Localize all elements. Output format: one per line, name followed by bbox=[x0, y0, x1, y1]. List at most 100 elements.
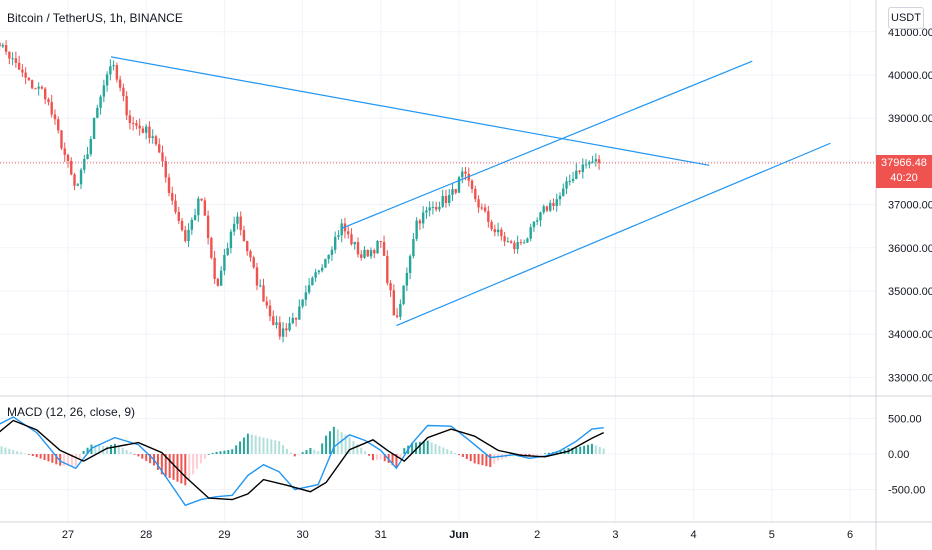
candle-body bbox=[506, 241, 510, 243]
macd-histogram-bar bbox=[317, 451, 320, 454]
macd-histogram-bar bbox=[141, 454, 144, 459]
candle-body bbox=[177, 211, 180, 221]
macd-histogram-bar bbox=[411, 443, 414, 454]
candle-body bbox=[441, 195, 444, 207]
candle-body bbox=[496, 229, 500, 233]
candle-body bbox=[86, 154, 89, 159]
trendline-channel-lower bbox=[396, 142, 831, 327]
macd-histogram-bar bbox=[461, 454, 464, 457]
candle-body bbox=[154, 136, 158, 145]
candle-body bbox=[555, 199, 558, 206]
candle-body bbox=[259, 285, 262, 287]
macd-histogram-bar bbox=[544, 453, 547, 455]
macd-histogram-bar bbox=[8, 448, 11, 454]
x-tick-label: 6 bbox=[847, 529, 853, 541]
macd-histogram-bar bbox=[145, 454, 148, 461]
macd-histogram-bar bbox=[188, 454, 191, 480]
x-tick-label: 31 bbox=[375, 529, 387, 541]
candle-body bbox=[487, 211, 490, 222]
macd-histogram-bar bbox=[489, 454, 492, 468]
candle-body bbox=[17, 62, 21, 70]
candle-body bbox=[457, 177, 461, 193]
macd-histogram-bar bbox=[156, 454, 159, 470]
candle-body bbox=[197, 198, 200, 216]
candle-body bbox=[539, 212, 542, 221]
y-tick-label: 40000.00 bbox=[888, 70, 932, 82]
candle-body bbox=[402, 285, 405, 305]
macd-line bbox=[0, 416, 604, 507]
macd-histogram-bar bbox=[289, 452, 292, 454]
y-tick-label: 33000.00 bbox=[888, 372, 932, 384]
macd-histogram-bar bbox=[129, 452, 132, 454]
candle-body bbox=[210, 238, 213, 258]
candle-body bbox=[285, 328, 288, 331]
candle-body bbox=[109, 66, 112, 75]
x-tick-label: 28 bbox=[140, 529, 152, 541]
candle-body bbox=[575, 170, 578, 179]
candle-body bbox=[350, 234, 353, 245]
macd-histogram-bar bbox=[74, 454, 77, 466]
macd-histogram-bar bbox=[547, 452, 550, 454]
candle-body bbox=[112, 65, 115, 67]
candle-body bbox=[125, 96, 128, 116]
candle-body bbox=[40, 86, 44, 89]
y-tick-label: 35000.00 bbox=[888, 286, 932, 298]
y-tick-label: 39000.00 bbox=[888, 113, 932, 125]
candle-body bbox=[180, 220, 184, 231]
macd-histogram-bar bbox=[4, 447, 7, 454]
candle-body bbox=[203, 200, 207, 216]
macd-histogram-bar bbox=[454, 452, 457, 454]
macd-histogram-bar bbox=[239, 441, 242, 454]
macd-histogram-bar bbox=[246, 433, 249, 454]
macd-histogram-bar bbox=[321, 443, 324, 454]
macd-histogram-bar bbox=[371, 454, 374, 461]
x-tick-label: 27 bbox=[62, 529, 74, 541]
macd-tick-label: 500.00 bbox=[888, 413, 922, 425]
candle-body bbox=[330, 249, 334, 255]
candles-layer bbox=[0, 40, 601, 343]
candle-body bbox=[43, 88, 47, 100]
candle-body bbox=[415, 220, 418, 239]
macd-histogram-bar bbox=[55, 454, 58, 465]
candle-body bbox=[311, 277, 314, 286]
price-tag-countdown: 40:20 bbox=[890, 172, 918, 184]
candle-body bbox=[83, 158, 86, 170]
candle-body bbox=[549, 202, 552, 211]
y-tick-label: 37000.00 bbox=[888, 200, 932, 212]
candle-body bbox=[464, 171, 467, 174]
candle-body bbox=[421, 212, 425, 224]
candle-body bbox=[79, 169, 83, 185]
candle-body bbox=[461, 171, 464, 178]
macd-histogram-bar bbox=[590, 443, 593, 454]
candle-body bbox=[14, 58, 18, 63]
macd-histogram-bar bbox=[67, 454, 69, 466]
candle-body bbox=[431, 206, 435, 208]
candle-body bbox=[480, 207, 484, 209]
candle-body bbox=[53, 114, 57, 120]
macd-histogram-bar bbox=[364, 451, 367, 454]
macd-histogram-bar bbox=[266, 438, 269, 454]
macd-histogram-bar bbox=[278, 441, 281, 454]
candle-body bbox=[229, 231, 233, 249]
macd-histogram-bar bbox=[520, 454, 523, 456]
candle-body bbox=[70, 160, 73, 175]
candle-body bbox=[382, 241, 386, 256]
macd-histogram-bar bbox=[31, 454, 34, 456]
macd-histogram-bar bbox=[465, 454, 468, 459]
macd-histogram-bar bbox=[196, 454, 199, 469]
candle-body bbox=[320, 267, 324, 271]
candle-body bbox=[275, 322, 278, 325]
macd-histogram-bar bbox=[532, 454, 535, 456]
candle-body bbox=[304, 292, 308, 300]
grid-layer bbox=[0, 0, 876, 522]
macd-histogram-bar bbox=[356, 444, 359, 454]
macd-histogram-bar bbox=[149, 454, 152, 464]
candle-body bbox=[434, 206, 438, 210]
currency-button[interactable]: USDT bbox=[888, 7, 924, 29]
macd-histogram-bar bbox=[422, 441, 425, 454]
macd-histogram-bar bbox=[602, 448, 605, 454]
macd-histogram-bar bbox=[227, 449, 230, 454]
candle-body bbox=[60, 130, 63, 149]
x-tick-label: 2 bbox=[534, 529, 540, 541]
